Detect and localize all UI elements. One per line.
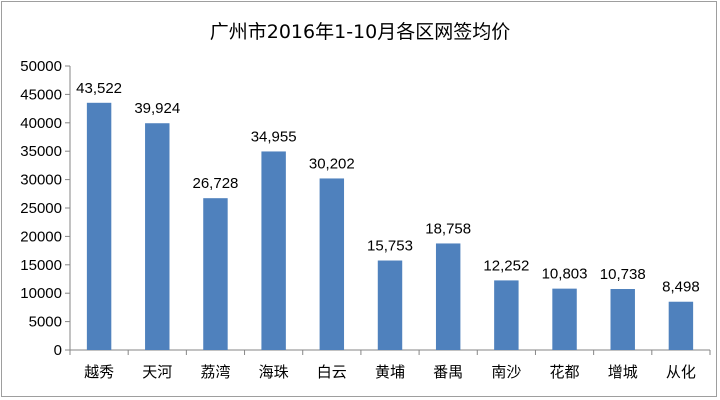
bar-7 (494, 280, 519, 350)
y-tick-label: 10000 (20, 285, 62, 302)
x-tick-label: 荔湾 (200, 363, 230, 381)
y-axis: 0 5000 10000 15000 20000 25000 30000 35000 40000… (20, 58, 71, 359)
y-tick-label: 15000 (20, 257, 62, 274)
y-tick-label: 30000 (20, 172, 62, 189)
bar-4 (319, 178, 345, 350)
x-axis: 越秀 天河 荔湾 海珠 白云 黄埔 番禺 南沙 花都 增城 从化 (69, 349, 711, 381)
x-tick-label: 海珠 (259, 363, 289, 381)
x-tick-label: 白云 (317, 363, 347, 381)
bar-3 (261, 151, 286, 350)
y-tick-label: 35000 (20, 143, 62, 160)
x-tick-label: 南沙 (491, 363, 521, 381)
data-label: 15,753 (367, 238, 413, 255)
y-tick-label: 5000 (29, 314, 62, 331)
x-tick-label: 黄埔 (375, 363, 405, 381)
data-label: 39,924 (134, 100, 180, 117)
y-tick-label: 40000 (20, 115, 62, 132)
x-tick-label: 从化 (666, 363, 696, 381)
bar-5 (377, 260, 403, 350)
chart-title: 广州市2016年1-10月各区网签均价 (210, 21, 510, 43)
x-tick-label: 天河 (142, 363, 172, 381)
data-label: 34,955 (251, 128, 297, 145)
bar-10 (668, 301, 694, 350)
bar-1 (145, 123, 170, 350)
y-tick-label: 20000 (20, 228, 62, 245)
bar-6 (435, 243, 461, 350)
y-tick-label: 50000 (20, 58, 62, 75)
data-label: 43,522 (76, 80, 122, 97)
y-tick-label: 25000 (20, 200, 62, 217)
data-label: 8,498 (662, 279, 700, 296)
bar-8 (552, 288, 577, 350)
x-tick-label: 花都 (550, 363, 580, 381)
bar-0 (86, 102, 112, 350)
bar-series: 43,522 39,924 26,728 34,955 30,202 15,753 18,7… (76, 80, 700, 350)
y-tick-label: 45000 (20, 86, 62, 103)
data-label: 10,803 (542, 266, 588, 283)
data-label: 12,252 (483, 257, 529, 274)
bar-2 (203, 198, 228, 350)
data-label: 26,728 (193, 175, 239, 192)
y-tick-label: 0 (54, 342, 62, 359)
x-tick-label: 越秀 (84, 363, 114, 381)
x-tick-label: 增城 (608, 363, 638, 381)
data-label: 30,202 (309, 155, 355, 172)
data-label: 10,738 (600, 266, 646, 283)
x-tick-label: 番禺 (433, 363, 463, 381)
data-label: 18,758 (425, 220, 471, 237)
bar-9 (610, 289, 635, 350)
